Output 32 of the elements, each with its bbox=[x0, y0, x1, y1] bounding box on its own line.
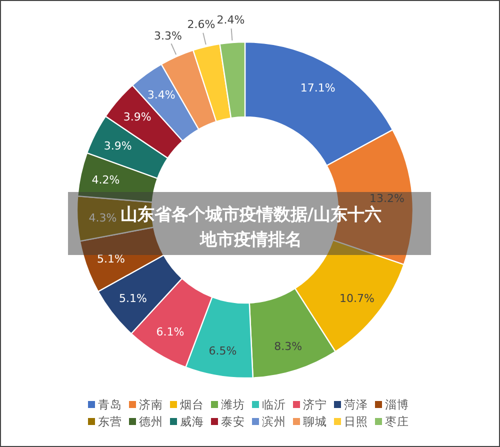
legend-label: 菏泽 bbox=[344, 398, 368, 412]
data-label: 4.3% bbox=[88, 211, 117, 224]
data-label: 10.7% bbox=[339, 292, 374, 306]
legend-label: 滨州 bbox=[262, 414, 286, 428]
data-label: 6.1% bbox=[156, 325, 184, 338]
data-label: 3.9% bbox=[104, 140, 132, 153]
data-label: 13.2% bbox=[370, 192, 404, 206]
data-label: 3.4% bbox=[147, 88, 176, 102]
data-label: 6.5% bbox=[208, 344, 237, 358]
legend-label: 临沂 bbox=[262, 398, 286, 412]
legend-label: 淄博 bbox=[385, 398, 409, 412]
data-label: 5.1% bbox=[119, 292, 148, 306]
legend-label: 济宁 bbox=[303, 398, 327, 412]
legend-label: 威海 bbox=[180, 414, 204, 428]
legend-label: 聊城 bbox=[303, 414, 327, 428]
legend-label: 烟台 bbox=[180, 398, 204, 412]
data-label: 17.1% bbox=[300, 82, 336, 95]
data-label: 2.6% bbox=[187, 18, 216, 32]
legend-label: 泰安 bbox=[221, 414, 245, 428]
data-label: 8.3% bbox=[274, 340, 302, 353]
data-label: 3.9% bbox=[123, 110, 152, 124]
legend-label: 潍坊 bbox=[221, 398, 245, 412]
legend-label: 日照 bbox=[344, 414, 368, 428]
legend-label: 东营 bbox=[98, 414, 122, 428]
legend-label: 德州 bbox=[139, 414, 163, 428]
legend-label: 济南 bbox=[139, 398, 163, 412]
data-label: 3.3% bbox=[154, 29, 182, 42]
legend-label: 枣庄 bbox=[385, 414, 409, 428]
legend-label: 青岛 bbox=[98, 398, 122, 412]
data-label: 2.4% bbox=[216, 14, 245, 27]
data-label: 4.2% bbox=[92, 174, 120, 187]
data-label: 5.1% bbox=[97, 252, 125, 266]
